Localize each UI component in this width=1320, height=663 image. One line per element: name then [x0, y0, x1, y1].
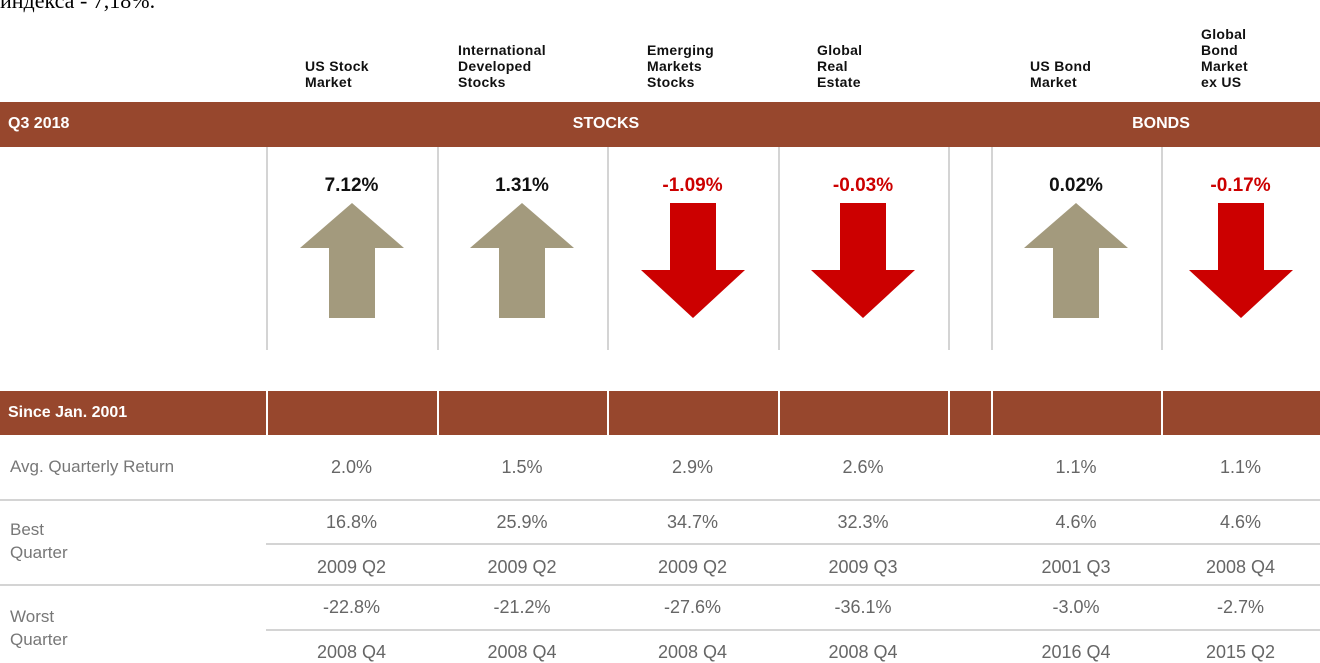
worst-value: -3.0%	[1052, 597, 1100, 617]
worst-value: -22.8%	[322, 597, 381, 617]
q3-value: -0.17%	[1210, 175, 1271, 196]
avg-value: 1.5%	[501, 457, 543, 477]
column-header: Emerging	[647, 42, 714, 58]
avg-value: 2.9%	[671, 457, 714, 477]
stocks-label: STOCKS	[572, 115, 640, 132]
best-quarter: 2009 Q3	[828, 557, 898, 577]
q3-bar: Q3 2018 STOCKS BONDS	[0, 102, 1320, 147]
arrow-shape	[299, 203, 404, 318]
avg-value: 2.0%	[330, 457, 373, 477]
column-header: Stocks	[458, 74, 506, 90]
column-header: US Bond	[1030, 58, 1092, 74]
row-label: Worst	[10, 607, 55, 626]
q3-value: -1.09%	[662, 175, 723, 196]
arrow-shape	[640, 203, 745, 318]
bar-divider	[266, 391, 268, 435]
best-quarter: 2009 Q2	[487, 557, 557, 577]
best-quarter: 2008 Q4	[1205, 557, 1276, 577]
worst-quarter: 2008 Q4	[828, 642, 898, 662]
worst-value: -2.7%	[1216, 597, 1265, 617]
avg-value: 2.6%	[842, 457, 884, 477]
row-line	[0, 584, 1320, 586]
since-label: Since Jan. 2001	[8, 404, 128, 421]
column-header: Global	[817, 42, 863, 58]
best-quarter: 2001 Q3	[1041, 557, 1111, 577]
best-quarter: 2009 Q2	[657, 557, 728, 577]
up-arrow	[470, 203, 574, 318]
column-divider	[778, 147, 780, 350]
q3-value: 1.31%	[495, 175, 549, 196]
best-value: 25.9%	[496, 512, 548, 532]
worst-quarter: 2008 Q4	[657, 642, 728, 662]
column-header: Global	[1201, 26, 1247, 42]
row-label: Quarter	[10, 630, 68, 649]
since-bar: Since Jan. 2001	[0, 391, 1320, 435]
column-header: Market	[1030, 74, 1077, 90]
column-header: Developed	[458, 58, 532, 74]
up-arrow	[299, 203, 404, 318]
best-value: 34.7%	[666, 512, 719, 532]
row-label: Best	[10, 520, 45, 539]
bar-divider	[778, 391, 780, 435]
q3-label: Q3 2018	[8, 115, 70, 132]
column-header: Markets	[647, 58, 703, 74]
worst-value: -27.6%	[663, 597, 722, 617]
column-header: Market	[305, 74, 352, 90]
arrow-shape	[1024, 203, 1128, 318]
worst-value: -21.2%	[493, 597, 551, 617]
q3-value: -0.03%	[832, 175, 894, 196]
q3-value: 7.12%	[324, 175, 379, 196]
best-value: 4.6%	[1055, 512, 1097, 532]
column-header: US Stock	[305, 58, 369, 74]
worst-quarter: 2008 Q4	[316, 642, 387, 662]
column-header: Stocks	[647, 74, 695, 90]
intro-text: индекса - 7,18%.	[0, 0, 156, 13]
column-header: International	[458, 42, 546, 58]
row-label: Avg. Quarterly Return	[10, 457, 175, 476]
column-header: Estate	[817, 74, 861, 90]
column-divider	[1161, 147, 1163, 350]
avg-value: 1.1%	[1055, 457, 1097, 477]
down-arrow	[1188, 203, 1293, 318]
column-divider	[437, 147, 439, 350]
column-header: Market	[1201, 58, 1248, 74]
bar-divider	[991, 391, 993, 435]
q3-value: 0.02%	[1049, 175, 1103, 196]
best-value: 4.6%	[1219, 512, 1262, 532]
worst-value: -36.1%	[834, 597, 892, 617]
up-arrow	[1024, 203, 1128, 318]
arrow-shape	[811, 203, 915, 318]
down-arrow	[811, 203, 915, 318]
arrow-shape	[470, 203, 574, 318]
row-label: Quarter	[10, 543, 68, 562]
row-line	[0, 499, 1320, 501]
worst-quarter: 2016 Q4	[1041, 642, 1111, 662]
column-divider	[607, 147, 609, 350]
bar-divider	[948, 391, 950, 435]
column-divider	[266, 147, 268, 350]
column-header: ex US	[1201, 74, 1242, 90]
arrow-shape	[1188, 203, 1293, 318]
column-divider	[948, 147, 950, 350]
avg-value: 1.1%	[1219, 457, 1262, 477]
column-header: Real	[817, 58, 848, 74]
best-value: 16.8%	[325, 512, 378, 532]
bonds-label: BONDS	[1132, 115, 1190, 132]
column-header: Bond	[1201, 42, 1238, 58]
best-value: 32.3%	[837, 512, 889, 532]
best-quarter: 2009 Q2	[316, 557, 387, 577]
bar-divider	[607, 391, 609, 435]
worst-quarter: 2015 Q2	[1205, 642, 1276, 662]
column-divider	[991, 147, 993, 350]
bar-divider	[437, 391, 439, 435]
row-line	[266, 543, 1320, 545]
worst-quarter: 2008 Q4	[487, 642, 557, 662]
down-arrow	[640, 203, 745, 318]
bar-divider	[1161, 391, 1163, 435]
row-line	[266, 629, 1320, 631]
